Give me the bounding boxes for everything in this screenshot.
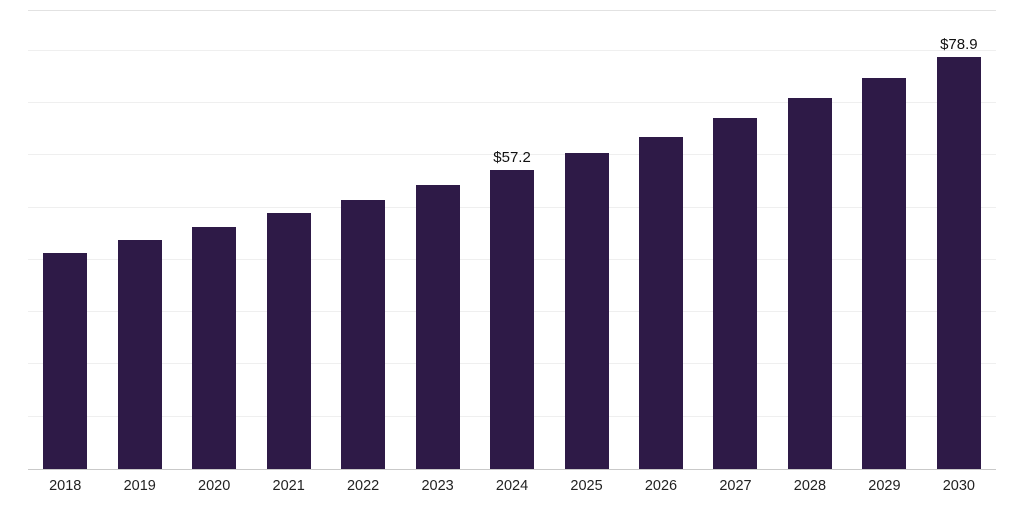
gridline xyxy=(28,49,996,51)
x-tick-label-2025: 2025 xyxy=(570,478,603,494)
bar-2025[interactable] xyxy=(564,153,609,469)
bar-2021[interactable] xyxy=(266,213,311,469)
bar-2026[interactable] xyxy=(638,136,683,469)
plot-area: $57.2 $78.9 xyxy=(28,10,996,470)
bar-column-2019 xyxy=(102,11,176,469)
bar-column-2022 xyxy=(326,11,400,469)
bar-column-2028 xyxy=(773,11,847,469)
bar-column-2020 xyxy=(177,11,251,469)
x-tick-label-2028: 2028 xyxy=(793,478,827,494)
x-tick-label-2027: 2027 xyxy=(719,478,752,494)
bar-2020[interactable] xyxy=(192,226,237,469)
bar-column-2025 xyxy=(549,11,623,469)
bar-column-2018 xyxy=(28,11,102,469)
bars-row: $57.2 $78.9 xyxy=(28,11,996,469)
x-tick-label-2030: 2030 xyxy=(942,478,975,494)
bar-column-2030: $78.9 xyxy=(922,11,996,469)
x-tick-label-2019: 2019 xyxy=(123,478,156,494)
bar-2018[interactable] xyxy=(43,253,88,469)
bar-column-2024: $57.2 xyxy=(475,11,549,469)
x-axis: 2018 2019 2020 2021 2022 2023 2024 2025 2026 2027… xyxy=(28,470,996,502)
x-tick-label-2023: 2023 xyxy=(421,478,454,494)
bar-2024[interactable] xyxy=(490,170,535,469)
bar-2028[interactable] xyxy=(787,97,832,469)
x-tick-label-2022: 2022 xyxy=(346,478,380,494)
bar-value-label: $57.2 xyxy=(493,149,531,166)
x-tick-label-2021: 2021 xyxy=(272,478,305,494)
bar-column-2023 xyxy=(400,11,474,469)
x-tick-label-2029: 2029 xyxy=(868,478,901,494)
x-tick-label-2020: 2020 xyxy=(198,478,231,494)
bar-column-2026 xyxy=(624,11,698,469)
bar-2027[interactable] xyxy=(713,118,758,469)
bar-2019[interactable] xyxy=(117,240,162,469)
x-tick-label-2024: 2024 xyxy=(495,478,529,494)
chart-container: $57.2 $78.9 2018 2019 2020 2021 2022 2023 2024 2… xyxy=(28,10,996,502)
bar-value-label: $78.9 xyxy=(940,35,978,53)
gridline xyxy=(28,154,996,156)
bar-column-2029 xyxy=(847,11,921,469)
bar-column-2021 xyxy=(251,11,325,469)
bar-2030[interactable] xyxy=(936,56,981,469)
x-tick-label-2018: 2018 xyxy=(49,478,82,494)
x-tick-label-2026: 2026 xyxy=(644,478,678,494)
bar-2023[interactable] xyxy=(415,185,460,469)
bar-column-2027 xyxy=(698,11,772,469)
gridline xyxy=(28,102,996,104)
bar-2022[interactable] xyxy=(341,199,386,469)
bar-2029[interactable] xyxy=(862,78,907,469)
